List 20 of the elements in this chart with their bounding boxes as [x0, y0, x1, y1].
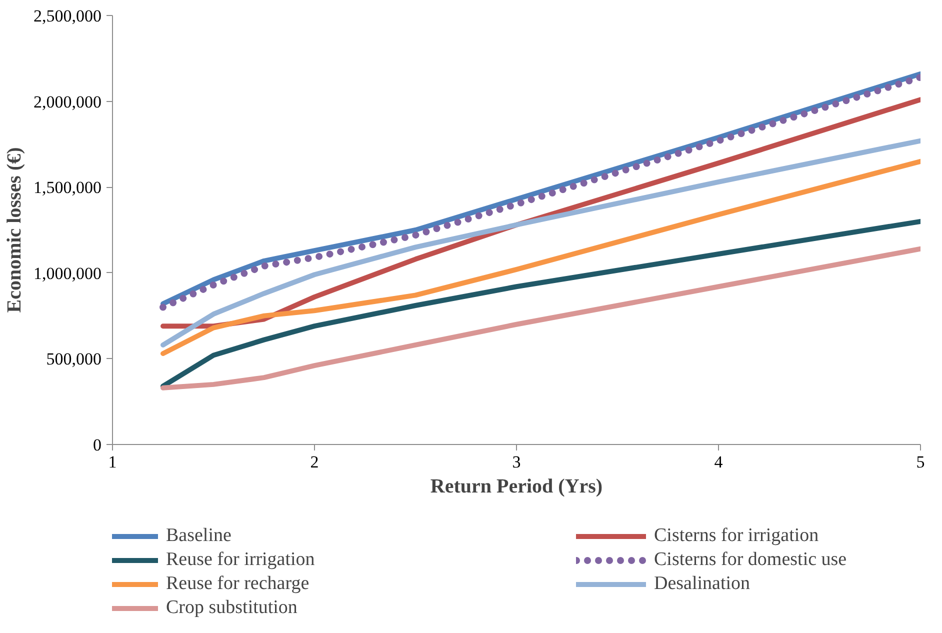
- y-tick-label: 1,500,000: [34, 178, 102, 198]
- x-tick-label: 3: [512, 452, 521, 472]
- x-tick-label: 5: [916, 452, 925, 472]
- x-axis-title: Return Period (Yrs): [430, 476, 603, 498]
- y-tick-label: 0: [93, 436, 102, 454]
- y-tick-label: 500,000: [46, 350, 102, 369]
- legend-label: Reuse for recharge: [166, 572, 310, 596]
- legend-label: Cisterns for domestic use: [654, 548, 848, 572]
- legend-label: Crop substitution: [166, 596, 298, 620]
- y-tick-label: 2,000,000: [34, 92, 102, 112]
- legend-label: Cisterns for irrigation: [654, 524, 820, 548]
- legend-label: Desalination: [654, 572, 752, 596]
- x-tick-label: 4: [714, 452, 724, 472]
- y-tick-label: 1,000,000: [34, 264, 102, 283]
- x-tick-label: 2: [310, 452, 319, 472]
- legend-label: Baseline: [166, 524, 232, 548]
- y-axis-title: Economic losses (€): [4, 147, 26, 313]
- legend-label: Reuse for irrigation: [166, 548, 316, 572]
- y-tick-label: 2,500,000: [34, 6, 102, 26]
- x-tick-label: 1: [108, 452, 117, 472]
